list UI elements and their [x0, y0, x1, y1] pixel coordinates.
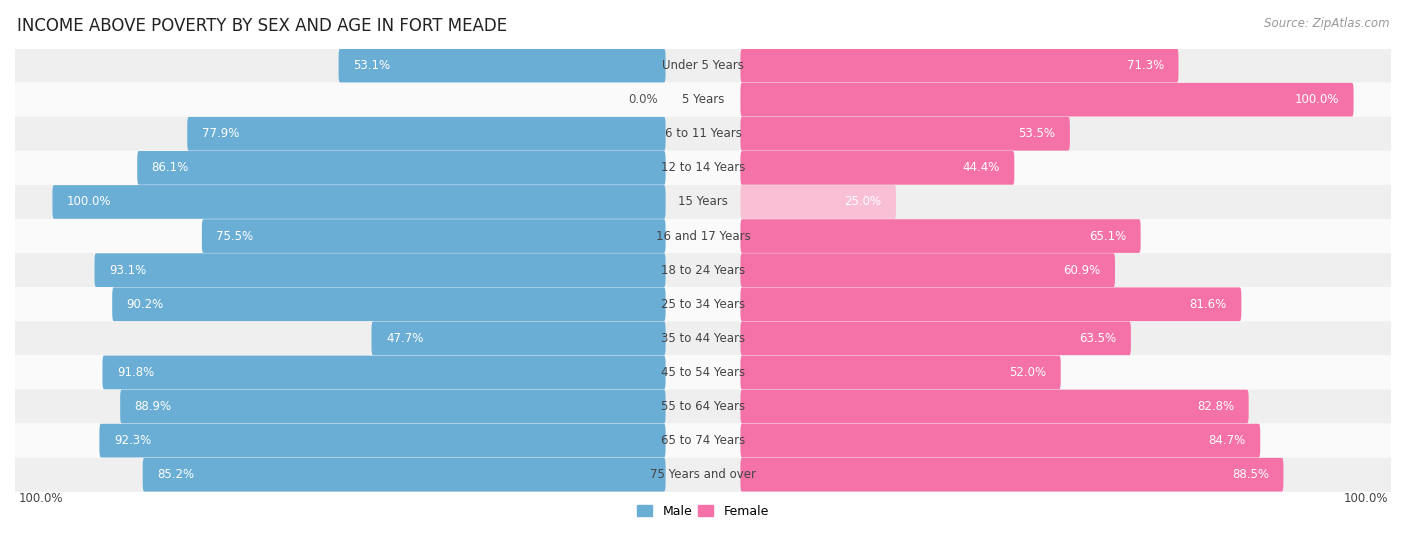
Text: 92.3%: 92.3% [114, 434, 152, 447]
FancyBboxPatch shape [15, 321, 1391, 356]
FancyBboxPatch shape [15, 424, 1391, 458]
Text: 77.9%: 77.9% [201, 127, 239, 140]
FancyBboxPatch shape [100, 424, 665, 457]
FancyBboxPatch shape [15, 151, 1391, 185]
FancyBboxPatch shape [741, 253, 1115, 287]
FancyBboxPatch shape [15, 253, 1391, 287]
Text: 25 to 34 Years: 25 to 34 Years [661, 298, 745, 311]
Text: 18 to 24 Years: 18 to 24 Years [661, 264, 745, 277]
Text: 86.1%: 86.1% [152, 162, 188, 174]
Text: 100.0%: 100.0% [1295, 93, 1339, 106]
Text: 88.5%: 88.5% [1232, 468, 1268, 481]
Text: 44.4%: 44.4% [963, 162, 1000, 174]
Text: 90.2%: 90.2% [127, 298, 165, 311]
Text: INCOME ABOVE POVERTY BY SEX AND AGE IN FORT MEADE: INCOME ABOVE POVERTY BY SEX AND AGE IN F… [17, 17, 508, 35]
FancyBboxPatch shape [52, 185, 665, 219]
Text: 91.8%: 91.8% [117, 366, 155, 379]
Text: 93.1%: 93.1% [110, 264, 146, 277]
Text: 100.0%: 100.0% [67, 196, 111, 209]
FancyBboxPatch shape [15, 287, 1391, 321]
Text: 65.1%: 65.1% [1088, 230, 1126, 243]
Text: 0.0%: 0.0% [628, 93, 658, 106]
Text: 100.0%: 100.0% [1343, 492, 1388, 505]
Text: 55 to 64 Years: 55 to 64 Years [661, 400, 745, 413]
Text: 81.6%: 81.6% [1189, 298, 1227, 311]
FancyBboxPatch shape [187, 117, 665, 150]
FancyBboxPatch shape [15, 83, 1391, 117]
FancyBboxPatch shape [143, 458, 665, 491]
Text: 53.5%: 53.5% [1018, 127, 1056, 140]
FancyBboxPatch shape [741, 390, 1249, 423]
FancyBboxPatch shape [202, 219, 665, 253]
Text: 75.5%: 75.5% [217, 230, 253, 243]
FancyBboxPatch shape [15, 390, 1391, 424]
Text: 25.0%: 25.0% [845, 196, 882, 209]
FancyBboxPatch shape [94, 253, 665, 287]
Text: 84.7%: 84.7% [1209, 434, 1246, 447]
FancyBboxPatch shape [741, 458, 1284, 491]
FancyBboxPatch shape [339, 49, 665, 82]
Text: 15 Years: 15 Years [678, 196, 728, 209]
FancyBboxPatch shape [120, 390, 665, 423]
Text: 75 Years and over: 75 Years and over [650, 468, 756, 481]
FancyBboxPatch shape [15, 49, 1391, 83]
FancyBboxPatch shape [103, 356, 665, 389]
FancyBboxPatch shape [371, 321, 665, 355]
FancyBboxPatch shape [15, 117, 1391, 151]
Text: 85.2%: 85.2% [157, 468, 194, 481]
Text: 60.9%: 60.9% [1063, 264, 1101, 277]
FancyBboxPatch shape [112, 287, 665, 321]
FancyBboxPatch shape [741, 151, 1014, 184]
FancyBboxPatch shape [138, 151, 665, 184]
Text: Under 5 Years: Under 5 Years [662, 59, 744, 72]
Text: 5 Years: 5 Years [682, 93, 724, 106]
FancyBboxPatch shape [741, 117, 1070, 150]
FancyBboxPatch shape [741, 287, 1241, 321]
Text: 63.5%: 63.5% [1080, 332, 1116, 345]
Text: 35 to 44 Years: 35 to 44 Years [661, 332, 745, 345]
Text: 52.0%: 52.0% [1010, 366, 1046, 379]
FancyBboxPatch shape [15, 356, 1391, 390]
FancyBboxPatch shape [741, 219, 1140, 253]
Text: 45 to 54 Years: 45 to 54 Years [661, 366, 745, 379]
Text: 53.1%: 53.1% [353, 59, 391, 72]
Text: 82.8%: 82.8% [1197, 400, 1234, 413]
FancyBboxPatch shape [15, 458, 1391, 492]
FancyBboxPatch shape [741, 424, 1260, 457]
Text: 100.0%: 100.0% [18, 492, 63, 505]
Text: 88.9%: 88.9% [135, 400, 172, 413]
FancyBboxPatch shape [741, 321, 1130, 355]
Text: Source: ZipAtlas.com: Source: ZipAtlas.com [1264, 17, 1389, 30]
FancyBboxPatch shape [15, 219, 1391, 253]
FancyBboxPatch shape [741, 83, 1354, 116]
Legend: Male, Female: Male, Female [633, 500, 773, 523]
Text: 16 and 17 Years: 16 and 17 Years [655, 230, 751, 243]
FancyBboxPatch shape [741, 185, 896, 219]
Text: 71.3%: 71.3% [1126, 59, 1164, 72]
FancyBboxPatch shape [15, 185, 1391, 219]
FancyBboxPatch shape [741, 49, 1178, 82]
Text: 12 to 14 Years: 12 to 14 Years [661, 162, 745, 174]
FancyBboxPatch shape [741, 356, 1060, 389]
Text: 6 to 11 Years: 6 to 11 Years [665, 127, 741, 140]
Text: 47.7%: 47.7% [387, 332, 423, 345]
Text: 65 to 74 Years: 65 to 74 Years [661, 434, 745, 447]
